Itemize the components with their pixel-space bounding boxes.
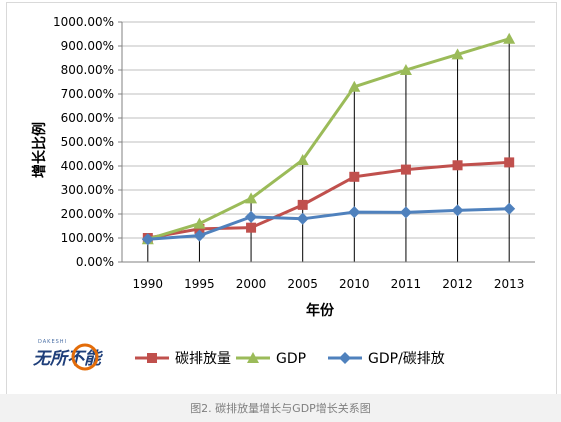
y-tick-label: 300.00% [61,183,114,197]
legend: 碳排放量 GDP GDP/碳排放 [135,351,445,367]
series-line [147,207,510,241]
x-axis-label: 年份 [306,302,335,319]
data-point [348,80,361,92]
logo: DAKESHI 无所不能 [32,339,104,371]
line-chart: 0.00% 100.00% 200.00% 300.00% 400.00% 500.00%… [31,15,535,371]
logo-text: 无所不能 [32,349,104,369]
logo-sub-text: DAKESHI [38,339,67,345]
data-point [193,229,206,242]
data-point [245,192,258,204]
data-point [400,164,411,175]
x-tick-label: 2010 [339,277,370,291]
data-point [503,32,516,44]
data-point [348,206,361,219]
data-point [296,154,309,165]
chart-frame [6,2,557,396]
data-point [246,222,257,233]
data-point [194,223,205,234]
x-tick-label: 1990 [133,277,164,291]
x-tick-label: 2012 [442,277,473,291]
y-tick-labels: 0.00% 100.00% 200.00% 300.00% 400.00% 500.00%… [53,15,114,269]
y-tick-label: 700.00% [61,87,114,101]
logo-circle-icon [71,343,99,371]
y-tick-label: 100.00% [61,231,114,245]
legend-marker [247,352,259,363]
legend-label: GDP/碳排放 [368,351,445,367]
caption-bar [0,394,561,422]
x-tick-label: 2000 [236,277,267,291]
figure-caption: 图2. 碳排放量增长与GDP增长关系图 [190,402,371,415]
y-tick-label: 400.00% [61,159,114,173]
legend-marker [147,353,157,363]
series-line [147,160,510,240]
legend-label: GDP [276,351,306,367]
data-point [193,217,206,229]
x-tick-labels: 1990 1995 2000 2005 2010 2011 2012 2013 [133,277,525,291]
data-point [297,199,308,210]
y-tick-label: 600.00% [61,111,114,125]
data-point [451,48,464,60]
y-tick-label: 800.00% [61,63,114,77]
y-axis-label: 增长比例 [31,122,48,178]
legend-label: 碳排放量 [175,351,231,367]
series-line [147,37,510,241]
series-layer [141,32,516,246]
data-point [399,206,412,219]
gridlines [118,21,535,263]
y-tick-label: 900.00% [61,39,114,53]
legend-marker [339,352,351,364]
y-tick-label: 200.00% [61,207,114,221]
data-point [452,160,463,171]
y-tick-label: 500.00% [61,135,114,149]
data-point [245,210,258,223]
x-tick-label: 2013 [494,277,525,291]
y-tick-label: 1000.00% [53,15,114,29]
data-point [504,157,515,168]
x-tick-label: 1995 [184,277,215,291]
data-point [349,171,360,182]
data-point [141,233,154,246]
data-point [399,64,412,75]
data-point [503,202,516,215]
data-point [451,204,464,217]
x-tick-label: 2005 [287,277,318,291]
axes [121,22,535,263]
x-tick-label: 2011 [391,277,422,291]
y-tick-label: 0.00% [76,255,114,269]
data-point [296,212,309,225]
